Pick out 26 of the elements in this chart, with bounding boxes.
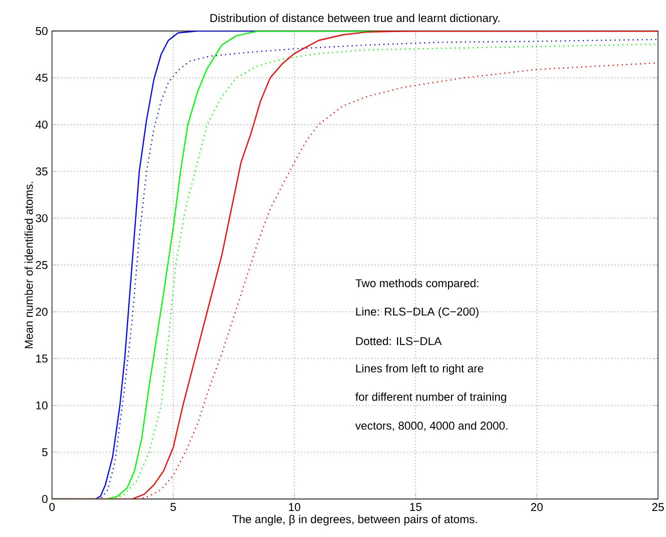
chart-title: Distribution of distance between true and learnt dictionary. xyxy=(210,14,500,24)
annotation: Line: RLS−DLA (C−200) xyxy=(356,307,478,318)
y-tick-label: 30 xyxy=(36,214,48,222)
x-tick-label: 20 xyxy=(531,503,543,512)
annotation: Two methods compared: xyxy=(356,278,478,290)
annotation: Lines from left to right are xyxy=(356,364,484,375)
y-tick-label: 10 xyxy=(36,401,48,410)
y-tick-label: 45 xyxy=(36,74,48,82)
annotation: for different number of training xyxy=(355,392,506,404)
y-tick-label: 40 xyxy=(36,120,48,129)
annotation: vectors, 8000, 4000 and 2000. xyxy=(355,421,508,432)
x-axis-title: The angle, β in degrees, between pairs of atoms. xyxy=(232,514,477,526)
y-tick-label: 20 xyxy=(36,308,48,316)
x-tick-label: 25 xyxy=(652,503,664,512)
y-tick-label: 25 xyxy=(36,261,48,270)
x-tick-label: 10 xyxy=(288,503,300,512)
y-tick-label: 50 xyxy=(36,27,48,36)
y-tick-label: 5 xyxy=(42,448,48,456)
x-tick-label: 0 xyxy=(49,503,55,512)
x-tick-label: 5 xyxy=(170,503,176,511)
y-tick-label: 15 xyxy=(36,354,48,363)
y-tick-label: 0 xyxy=(42,495,48,504)
x-tick-label: 15 xyxy=(410,503,422,511)
y-axis-title: Mean number of identified atoms. xyxy=(24,182,33,348)
annotation: Dotted: ILS−DLA xyxy=(356,336,442,346)
y-tick-label: 35 xyxy=(36,167,48,176)
